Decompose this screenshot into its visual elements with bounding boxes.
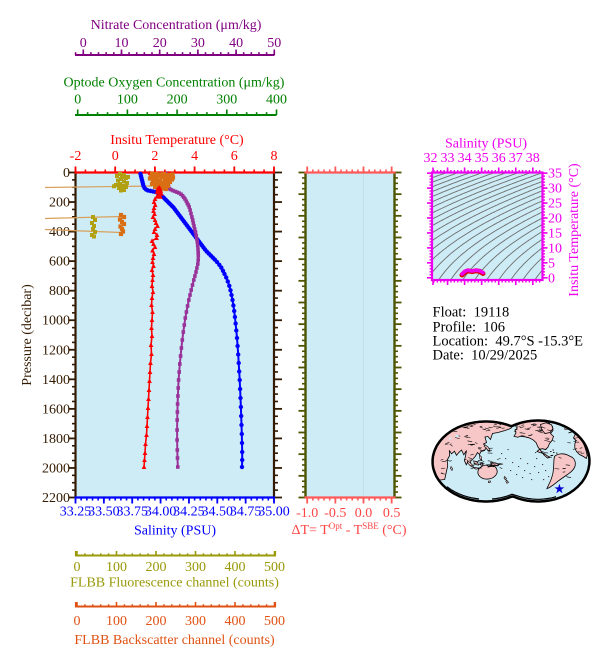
svg-text:Insitu Temperature (°C): Insitu Temperature (°C) <box>567 163 582 297</box>
svg-text:5: 5 <box>548 256 555 271</box>
svg-text:34.75: 34.75 <box>230 505 262 520</box>
svg-text:30: 30 <box>191 36 205 51</box>
svg-text:0: 0 <box>74 93 81 108</box>
svg-text:1600: 1600 <box>42 402 70 417</box>
svg-text:FLBB Fluorescence channel (cou: FLBB Fluorescence channel (counts) <box>70 576 279 591</box>
svg-text:0: 0 <box>80 36 87 51</box>
svg-text:400: 400 <box>225 560 246 575</box>
svg-text:1800: 1800 <box>42 432 70 447</box>
svg-text:-1.0: -1.0 <box>296 506 318 521</box>
svg-text:32: 32 <box>424 151 438 166</box>
svg-text:300: 300 <box>185 560 206 575</box>
svg-text:Float: 19118: Float: 19118 <box>433 305 510 321</box>
svg-text:FLBB Backscatter channel (coun: FLBB Backscatter channel (counts) <box>74 633 275 648</box>
svg-text:40: 40 <box>229 36 243 51</box>
svg-text:0: 0 <box>548 271 555 286</box>
svg-text:0: 0 <box>112 149 119 164</box>
svg-text:600: 600 <box>49 255 70 270</box>
svg-text:0.0: 0.0 <box>355 506 373 521</box>
svg-text:500: 500 <box>264 560 285 575</box>
svg-text:25: 25 <box>548 197 562 212</box>
svg-text:34: 34 <box>458 151 472 166</box>
svg-text:-0.5: -0.5 <box>324 506 346 521</box>
svg-text:Optode Oxygen Concentration (μ: Optode Oxygen Concentration (μm/kg) <box>64 76 285 91</box>
svg-text:Location: 49.7°S -15.3°E: Location: 49.7°S -15.3°E <box>433 334 584 350</box>
svg-text:Salinity (PSU): Salinity (PSU) <box>445 137 527 152</box>
svg-text:20: 20 <box>153 36 167 51</box>
svg-text:37: 37 <box>509 151 523 166</box>
svg-text:33.75: 33.75 <box>116 505 148 520</box>
svg-text:2000: 2000 <box>42 461 70 476</box>
svg-text:6: 6 <box>231 149 238 164</box>
svg-text:20: 20 <box>548 212 562 227</box>
svg-text:1200: 1200 <box>42 343 70 358</box>
svg-text:33.25: 33.25 <box>60 505 92 520</box>
svg-text:300: 300 <box>216 93 237 108</box>
svg-text:1000: 1000 <box>42 314 70 329</box>
svg-text:300: 300 <box>185 614 206 629</box>
svg-text:4: 4 <box>191 149 198 164</box>
svg-text:35: 35 <box>475 151 489 166</box>
svg-text:400: 400 <box>49 225 70 240</box>
svg-text:34.50: 34.50 <box>202 505 234 520</box>
svg-text:0.5: 0.5 <box>383 506 401 521</box>
svg-text:Profile: 106: Profile: 106 <box>433 320 506 336</box>
svg-text:36: 36 <box>492 151 506 166</box>
svg-text:800: 800 <box>49 284 70 299</box>
svg-text:100: 100 <box>117 93 138 108</box>
svg-text:33.50: 33.50 <box>88 505 120 520</box>
svg-text:2200: 2200 <box>42 491 70 506</box>
svg-text:33: 33 <box>441 151 455 166</box>
svg-text:35: 35 <box>548 167 562 182</box>
svg-text:200: 200 <box>49 196 70 211</box>
svg-text:35.00: 35.00 <box>258 505 290 520</box>
svg-text:0: 0 <box>74 614 81 629</box>
svg-text:0: 0 <box>74 560 81 575</box>
svg-text:Date: 10/29/2025: Date: 10/29/2025 <box>433 348 538 364</box>
svg-text:400: 400 <box>225 614 246 629</box>
svg-text:100: 100 <box>106 560 127 575</box>
svg-text:34.00: 34.00 <box>145 505 177 520</box>
svg-text:34.25: 34.25 <box>173 505 205 520</box>
svg-text:-2: -2 <box>70 149 82 164</box>
svg-text:Pressure (decibar): Pressure (decibar) <box>20 284 35 386</box>
svg-text:ΔT= TOpt - TSBE (°C): ΔT= TOpt - TSBE (°C) <box>292 521 407 538</box>
svg-text:38: 38 <box>526 151 540 166</box>
svg-text:10: 10 <box>115 36 129 51</box>
svg-text:30: 30 <box>548 182 562 197</box>
svg-text:Insitu Temperature (°C): Insitu Temperature (°C) <box>110 133 244 148</box>
svg-text:400: 400 <box>266 93 287 108</box>
svg-text:0: 0 <box>63 166 70 181</box>
svg-text:Salinity (PSU): Salinity (PSU) <box>134 524 216 539</box>
svg-text:2: 2 <box>151 149 158 164</box>
svg-text:200: 200 <box>146 560 167 575</box>
svg-text:500: 500 <box>264 614 285 629</box>
svg-text:50: 50 <box>267 36 281 51</box>
svg-text:100: 100 <box>106 614 127 629</box>
svg-text:Nitrate Concentration (μm/kg): Nitrate Concentration (μm/kg) <box>91 18 262 33</box>
svg-text:8: 8 <box>271 149 278 164</box>
svg-text:200: 200 <box>146 614 167 629</box>
svg-text:10: 10 <box>548 241 562 256</box>
svg-text:200: 200 <box>167 93 188 108</box>
svg-text:15: 15 <box>548 226 562 241</box>
svg-text:1400: 1400 <box>42 373 70 388</box>
